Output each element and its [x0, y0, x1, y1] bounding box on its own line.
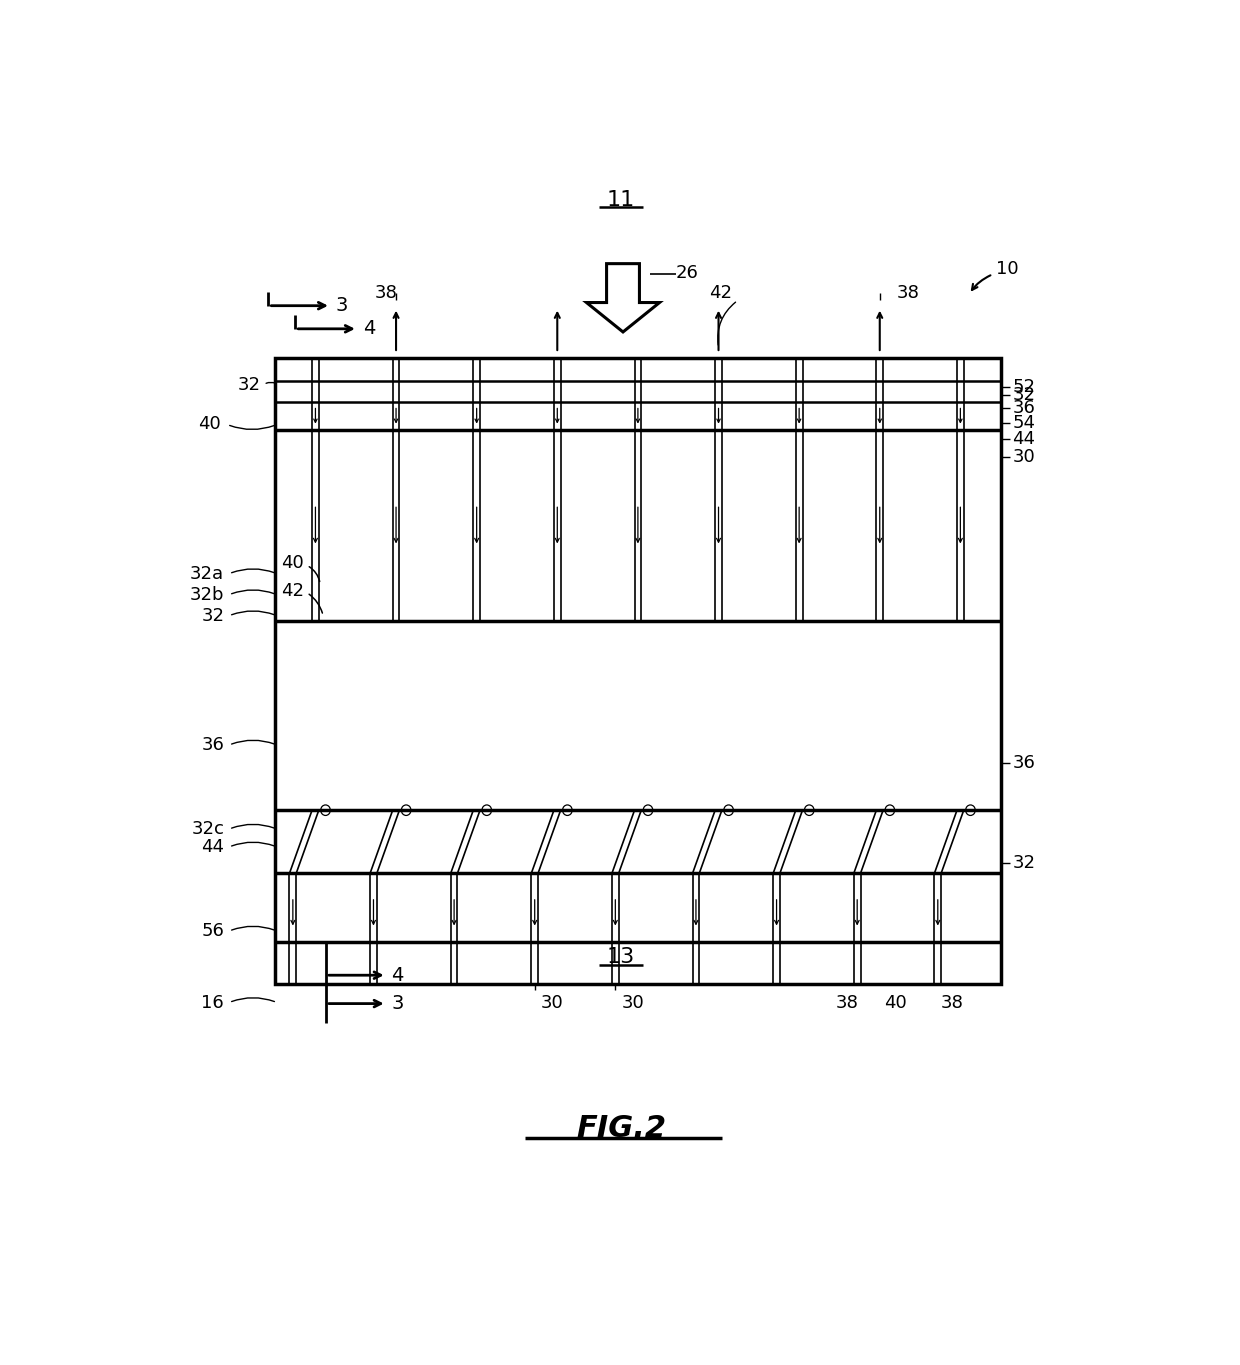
Text: 44: 44	[1012, 430, 1035, 448]
Text: 56: 56	[201, 923, 224, 940]
Text: 26: 26	[676, 263, 698, 283]
Text: 38: 38	[898, 284, 920, 302]
Text: 38: 38	[836, 994, 859, 1011]
Text: 44: 44	[201, 838, 224, 856]
Text: 36: 36	[1012, 753, 1035, 771]
Text: 38: 38	[374, 284, 398, 302]
Text: 38: 38	[941, 994, 963, 1011]
Text: 32a: 32a	[190, 565, 224, 583]
Text: 42: 42	[281, 581, 304, 599]
Text: 13: 13	[606, 947, 635, 968]
Text: 3: 3	[336, 296, 348, 315]
Text: 4: 4	[362, 319, 374, 339]
Text: 42: 42	[709, 284, 732, 302]
Text: 40: 40	[281, 554, 304, 572]
Text: 36: 36	[1012, 399, 1035, 416]
Text: 54: 54	[1012, 415, 1035, 433]
Text: 40: 40	[884, 994, 906, 1011]
Text: 32b: 32b	[190, 586, 224, 603]
Text: 32: 32	[201, 607, 224, 625]
Text: 30: 30	[1012, 448, 1035, 465]
Text: 32c: 32c	[191, 820, 224, 838]
Text: 16: 16	[201, 994, 224, 1011]
Text: 36: 36	[201, 736, 224, 753]
Text: 32: 32	[1012, 386, 1035, 404]
Text: 4: 4	[392, 965, 404, 984]
Text: 30: 30	[621, 994, 645, 1011]
Text: FIG.2: FIG.2	[577, 1114, 666, 1143]
Bar	[275, 358, 1001, 984]
Text: 40: 40	[197, 415, 221, 434]
Text: 32: 32	[238, 375, 260, 393]
Polygon shape	[587, 263, 660, 332]
Text: 30: 30	[541, 994, 564, 1011]
Text: 3: 3	[392, 994, 404, 1013]
Text: 52: 52	[1012, 378, 1035, 396]
Text: 11: 11	[606, 190, 635, 210]
Text: 32: 32	[1012, 853, 1035, 872]
Text: 10: 10	[996, 259, 1018, 278]
